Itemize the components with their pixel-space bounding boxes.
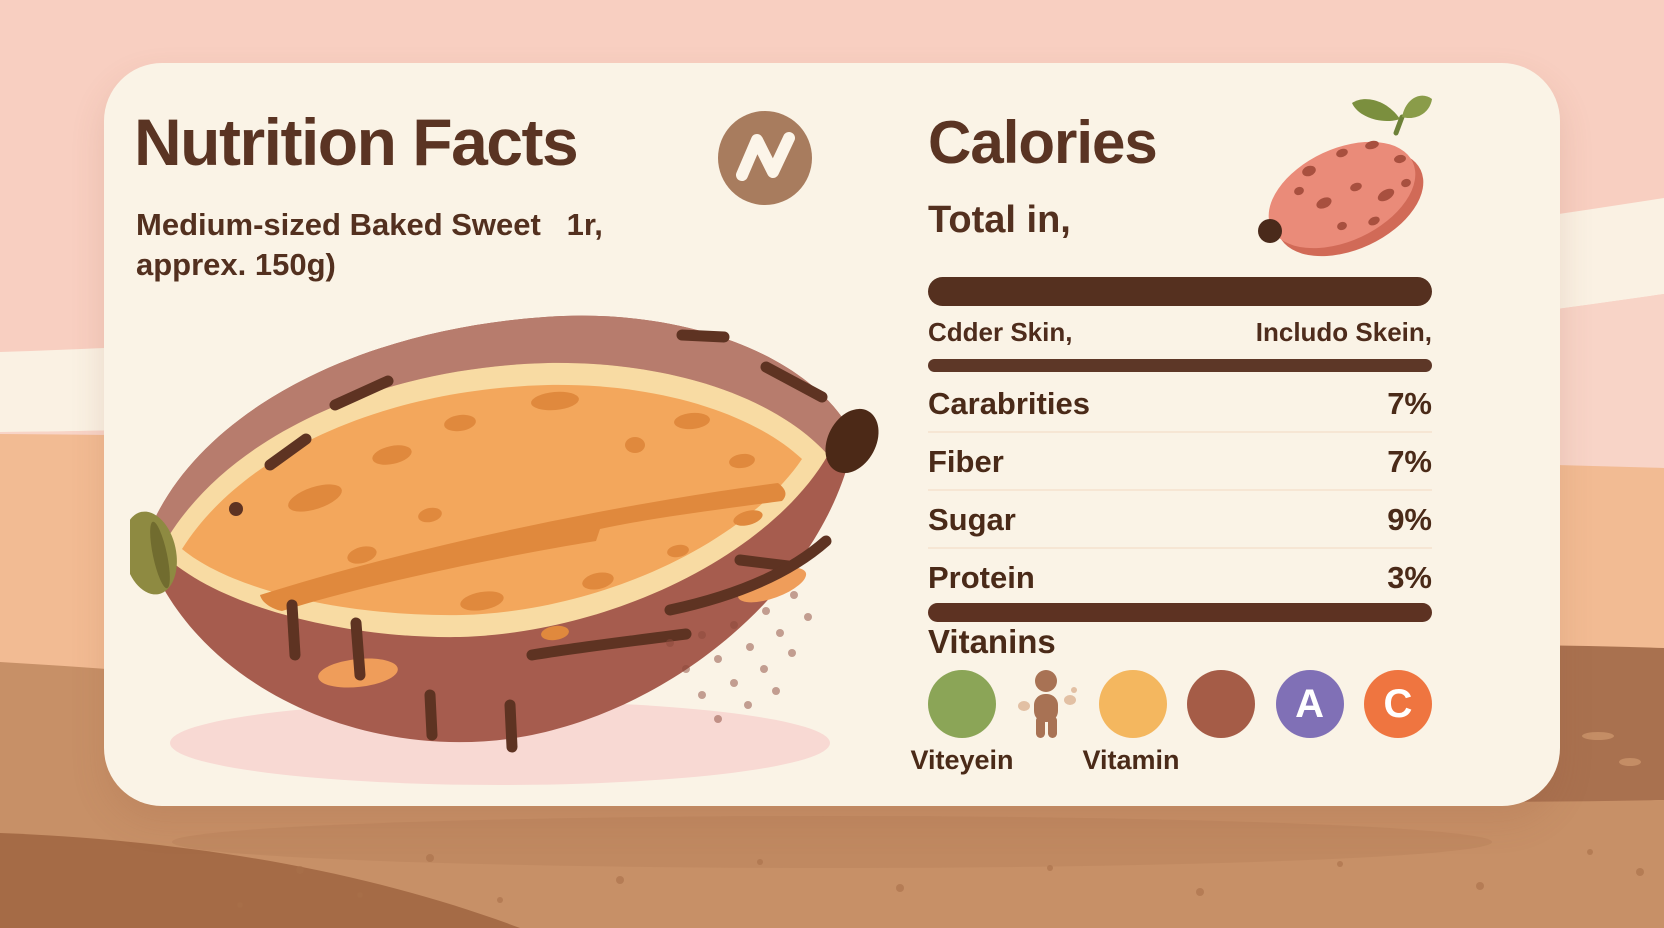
vitamin-c-badge: C [1363,670,1432,738]
divider-bar-bottom [928,603,1432,622]
nutrient-value: 7% [1387,385,1432,421]
nutrient-label: Sugar [928,501,1016,537]
nutrient-value: 9% [1387,501,1432,537]
nutrient-label: Carabrities [928,385,1090,421]
vitamin-a-letter: A [1295,682,1324,726]
vitamin-badges: A C [928,669,1432,739]
vitamin-a-badge: A [1275,670,1344,738]
column-right-label: Includo Skein, [1255,317,1432,347]
brown-circle-badge [1187,670,1256,738]
calories-title: Calories [928,109,1158,176]
person-icon [1018,670,1078,738]
subtitle-line-2: apprex. 150g) [136,247,336,282]
table-row: Carabrities 7% [928,375,1432,433]
nutrient-label: Fiber [928,443,1004,479]
divider-bar-top [928,277,1432,306]
orange-circle-badge [1098,670,1167,738]
vitamin-badge-label: Vitamin [1082,745,1180,775]
vitamin-c-letter: C [1383,682,1413,726]
column-headers: Cdder Skin, Includo Skein, [928,317,1432,348]
subtitle-line-1: Medium-sized Baked Sweet 1r, [136,207,603,242]
table-row: Protein 3% [928,549,1432,605]
green-circle-badge [928,670,996,738]
nutrient-table: Carabrities 7% Fiber 7% Sugar 9% Protein… [928,375,1432,605]
page-title: Nutrition Facts [134,105,579,179]
nutrition-card: Nutrition Facts Medium-sized Baked Sweet… [104,63,1560,806]
divider-bar-thin [928,359,1432,372]
table-row: Fiber 7% [928,433,1432,491]
baked-sweet-potato-illustration [130,315,879,785]
table-row: Sugar 9% [928,491,1432,549]
nutrient-value: 7% [1387,443,1432,479]
vitamin-badge-label: Viteyein [910,745,1014,775]
column-left-label: Cdder Skin, [928,317,1073,347]
nutrient-value: 3% [1387,559,1432,595]
vitamins-title: Vitanins [928,623,1056,660]
n-squiggle-logo-icon [718,111,812,205]
calories-subtitle: Total in, [928,199,1071,241]
nutrient-label: Protein [928,559,1035,595]
sweet-potato-icon [1258,95,1432,257]
